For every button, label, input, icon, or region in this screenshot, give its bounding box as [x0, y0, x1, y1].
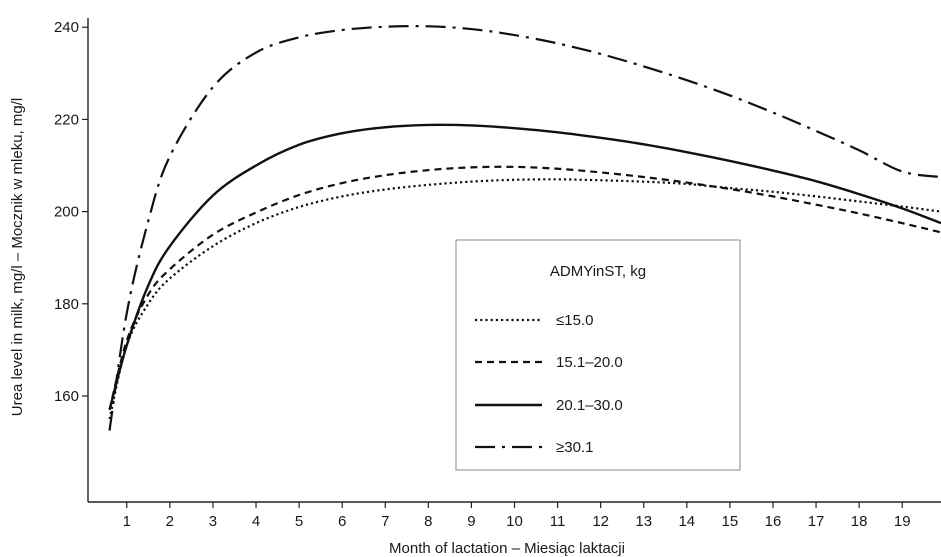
x-tick-label: 16: [765, 513, 782, 530]
legend-label-1: ≤15.0: [556, 312, 593, 329]
y-axis-title: Urea level in milk, mg/l – Mocznik w mle…: [9, 98, 26, 416]
x-tick-label: 7: [381, 513, 389, 530]
x-tick-label: 1: [123, 513, 131, 530]
x-ticks: 1 2 3 4 5 6 7 8 9 10 11 12 13 14 15 16 17 18 19: [123, 502, 911, 530]
x-tick-label: 14: [678, 513, 695, 530]
y-tick-label: 220: [54, 111, 79, 128]
x-tick-label: 11: [550, 513, 566, 530]
x-tick-label: 5: [295, 513, 303, 530]
x-tick-label: 9: [467, 513, 475, 530]
x-tick-label: 17: [808, 513, 825, 530]
x-tick-label: 10: [506, 513, 523, 530]
x-tick-label: 3: [209, 513, 217, 530]
legend-title: ADMYinST, kg: [550, 263, 646, 280]
y-tick-label: 200: [54, 204, 79, 221]
x-axis-title: Month of lactation – Miesiąc laktacji: [389, 540, 625, 557]
series-line-4: [108, 25, 941, 431]
x-tick-label: 6: [338, 513, 346, 530]
x-tick-label: 12: [592, 513, 609, 530]
legend-items: ≤15.0 15.1–20.0 20.1–30.0 ≥30.1: [475, 312, 623, 456]
x-tick-label: 18: [851, 513, 868, 530]
x-tick-label: 15: [722, 513, 739, 530]
legend-label-4: ≥30.1: [556, 439, 593, 456]
series-line-2: [108, 165, 941, 411]
series-line-3: [108, 123, 941, 411]
x-tick-label: 2: [166, 513, 174, 530]
legend-box: [455, 239, 741, 471]
legend-label-3: 20.1–30.0: [556, 397, 623, 414]
legend-label-2: 15.1–20.0: [556, 354, 623, 371]
legend: ADMYinST, kg ≤15.0 15.1–20.0 20.1–30.0 ≥30.…: [455, 239, 741, 471]
x-tick-label: 19: [894, 513, 911, 530]
x-tick-label: 8: [424, 513, 432, 530]
y-tick-label: 240: [54, 19, 79, 36]
x-tick-label: 13: [635, 513, 652, 530]
x-tick-label: 4: [252, 513, 260, 530]
y-tick-label: 180: [54, 296, 79, 313]
series-line-1: [108, 178, 941, 420]
series-layer: [108, 25, 941, 431]
y-tick-label: 160: [54, 388, 79, 405]
y-ticks: 160 180 200 220 240: [54, 19, 88, 405]
